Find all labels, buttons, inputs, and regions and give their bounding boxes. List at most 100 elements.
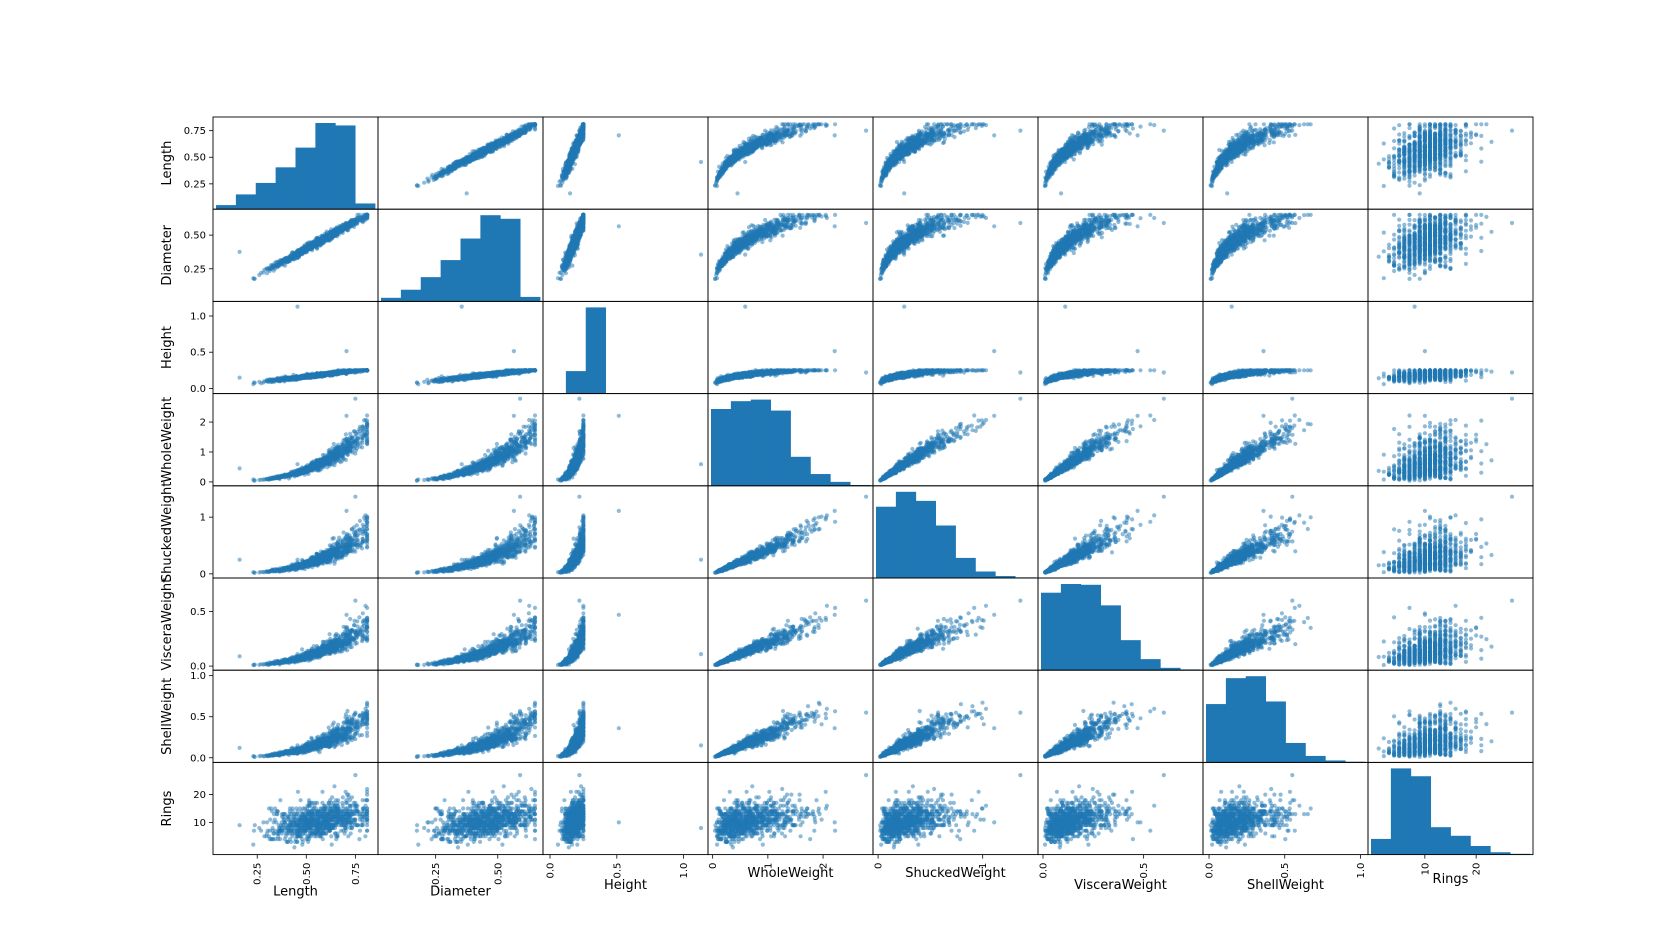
scatter-point — [1082, 128, 1087, 133]
scatter-point — [902, 153, 907, 158]
scatter-point — [1124, 129, 1129, 134]
scatter-point — [575, 146, 580, 151]
scatter-point — [957, 122, 963, 127]
scatter-point — [532, 127, 538, 132]
scatter-point — [796, 123, 802, 128]
scatter-point — [931, 131, 937, 136]
scatter-point — [568, 157, 573, 162]
scatter-point — [949, 133, 954, 138]
scatter-point — [729, 157, 734, 162]
scatter-point — [930, 135, 935, 140]
scatter-point — [1099, 142, 1104, 147]
scatter-point — [525, 124, 530, 129]
scatter-point — [938, 127, 943, 132]
scatter-point — [890, 157, 896, 162]
scatter-point — [1080, 137, 1085, 142]
scatter-point — [772, 127, 777, 132]
scatter-point — [832, 133, 837, 138]
scatter-point — [1044, 175, 1050, 180]
scatter-point — [1049, 166, 1054, 171]
scatter-point — [888, 165, 893, 170]
scatter-point — [958, 130, 963, 135]
scatter-point — [727, 160, 732, 165]
scatter-point — [499, 142, 504, 147]
scatter-point — [1076, 130, 1081, 135]
scatter-point — [1084, 142, 1089, 147]
scatter-point — [1056, 160, 1061, 165]
scatter-point — [793, 130, 798, 135]
scatter-point — [573, 142, 579, 147]
scatter-point — [927, 138, 932, 143]
scatter-point — [919, 144, 925, 149]
scatter-point — [581, 122, 586, 127]
scatter-point — [1099, 135, 1104, 140]
scatter-point — [940, 132, 945, 137]
scatter-point — [916, 128, 922, 133]
scatter-point — [880, 171, 886, 176]
scatter-point — [1112, 122, 1118, 127]
scatter-point — [562, 171, 567, 176]
scatter-point — [939, 122, 944, 127]
scatter-point — [916, 135, 921, 140]
scatter-point — [497, 137, 502, 142]
hist-bar — [275, 167, 296, 210]
scatter-point — [772, 133, 777, 138]
scatter-point — [749, 137, 754, 142]
scatter-point — [1060, 153, 1066, 158]
scatter-point — [764, 142, 769, 147]
scatter-point — [715, 175, 720, 180]
scatter-point — [924, 133, 929, 138]
scatter-point — [1063, 159, 1068, 165]
scatter-point — [1161, 128, 1166, 133]
scatter-point — [422, 180, 427, 185]
scatter-point — [1112, 133, 1117, 138]
scatter-point — [616, 133, 621, 138]
scatter-point — [978, 122, 983, 127]
scatter-point — [798, 133, 803, 138]
scatter-point — [1066, 146, 1072, 151]
scatter-point — [1051, 156, 1057, 161]
scatter-point — [574, 133, 579, 138]
scatter-point — [746, 146, 752, 151]
scatter-point — [897, 159, 902, 165]
scatter-point — [902, 159, 907, 165]
scatter-point — [941, 140, 947, 145]
scatter-point — [468, 157, 474, 162]
scatter-point — [903, 146, 909, 151]
scatter-point — [933, 135, 939, 140]
scatter-point — [1056, 154, 1061, 159]
scatter-point — [447, 164, 452, 169]
scatter-point — [937, 130, 942, 135]
hist-bar — [335, 125, 356, 210]
scatter-point — [1116, 129, 1121, 134]
scatter-point — [992, 133, 997, 138]
scatter-point — [1148, 122, 1153, 127]
scatter-point — [900, 140, 905, 146]
scatter-point — [805, 122, 811, 127]
scatter-point — [800, 122, 805, 127]
scatter-point — [892, 150, 897, 156]
scatter-point — [1074, 146, 1079, 151]
scatter-point — [1234, 132, 1239, 138]
scatter-point — [945, 128, 951, 133]
scatter-point — [715, 183, 720, 189]
scatter-point — [904, 137, 909, 142]
scatter-point — [1072, 142, 1077, 147]
scatter-point — [926, 122, 931, 127]
scatter-point — [1287, 133, 1292, 138]
scatter-point — [1135, 133, 1140, 138]
scatter-point — [718, 166, 724, 171]
scatter-point — [1042, 183, 1048, 189]
scatter-point — [769, 138, 774, 143]
scatter-point — [1064, 153, 1069, 158]
scatter-point — [570, 166, 575, 171]
scatter-point — [735, 191, 740, 196]
scatter-point — [464, 191, 469, 196]
scatter-point — [951, 123, 956, 128]
scatter-point — [1097, 122, 1102, 127]
scatter-point — [738, 146, 743, 151]
scatter-point — [929, 125, 934, 130]
scatter-point — [1107, 130, 1112, 135]
scatter-point — [895, 146, 900, 151]
